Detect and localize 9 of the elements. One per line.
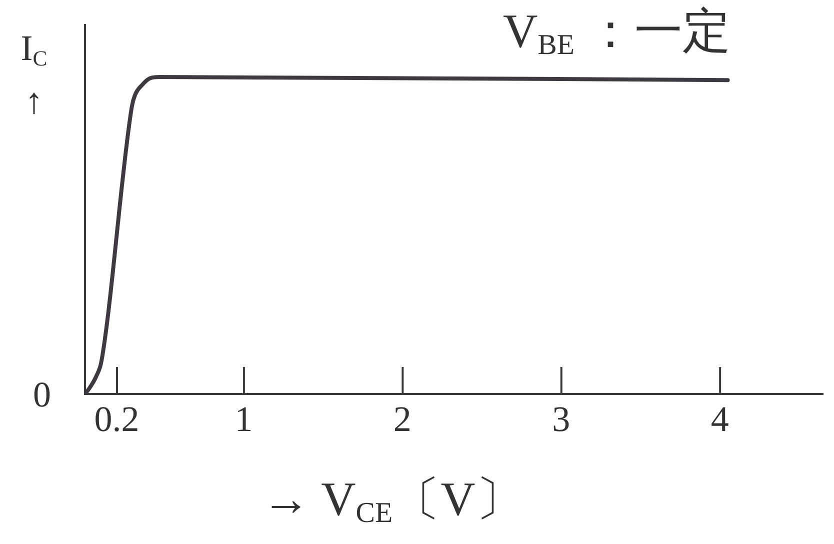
y-axis-title: I$_{C}$ ↑ [20,27,48,123]
x-axis-title: → V$_{CE}$〔V〕 [262,473,524,530]
annotation: 0 [33,374,51,414]
x-tick-label: 0.2 [94,399,140,440]
x-tick-label: 1 [234,399,253,440]
x-tick-label: 3 [552,399,570,440]
x-tick-label: 2 [393,399,412,440]
x-tick-label: 4 [710,399,729,440]
text: V$_{BE}$ ：一定 [503,5,730,62]
